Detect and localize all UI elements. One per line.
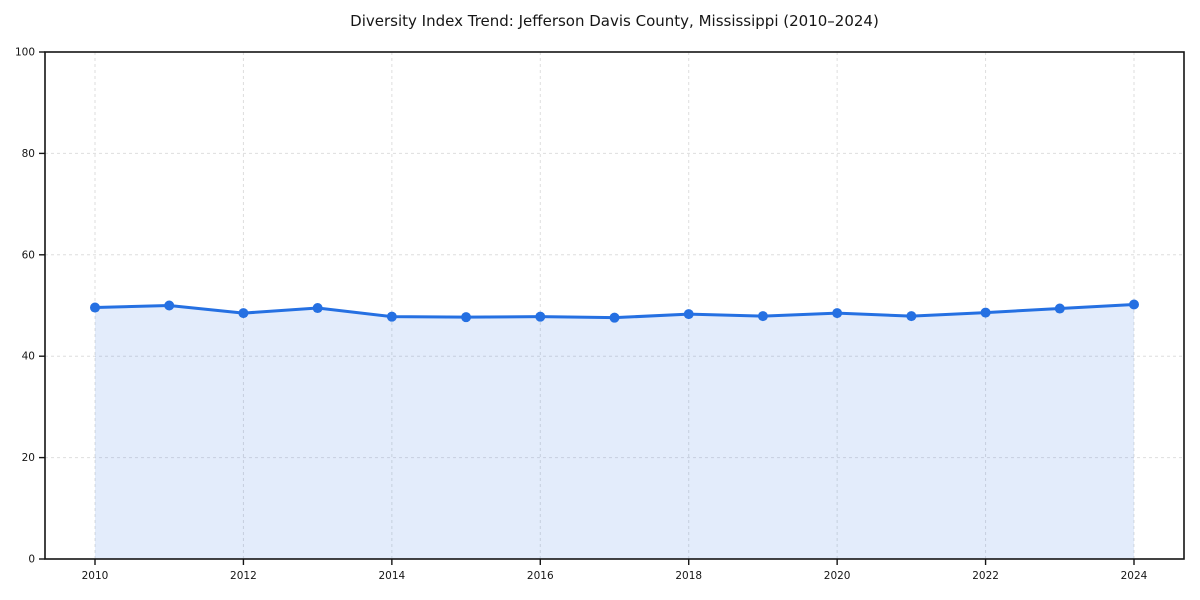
data-point-marker [683, 309, 694, 320]
data-point-marker [238, 308, 249, 319]
x-tick-label: 2018 [675, 570, 702, 582]
data-point-marker [757, 311, 768, 322]
y-tick-label: 60 [22, 249, 35, 261]
x-tick-label: 2010 [82, 570, 109, 582]
data-point-marker [461, 312, 472, 323]
x-tick-label: 2012 [230, 570, 257, 582]
data-point-marker [1129, 299, 1139, 310]
x-tick-label: 2014 [378, 570, 405, 582]
data-point-marker [609, 312, 620, 323]
area-fill [95, 304, 1134, 559]
data-point-marker [312, 303, 323, 314]
y-tick-label: 0 [28, 554, 35, 566]
y-tick-label: 100 [15, 47, 35, 59]
plot-border [44, 51, 1185, 560]
data-point-marker [386, 311, 397, 322]
x-tick-label: 2024 [1121, 570, 1148, 582]
data-point-marker [1054, 303, 1065, 314]
x-tick-label: 2022 [972, 570, 999, 582]
data-point-marker [832, 308, 843, 319]
data-point-marker [906, 311, 917, 322]
chart-title: Diversity Index Trend: Jefferson Davis C… [350, 12, 879, 30]
data-point-marker [980, 307, 991, 318]
x-tick-label: 2016 [527, 570, 554, 582]
y-tick-label: 80 [22, 148, 35, 160]
data-point-marker [535, 311, 546, 322]
x-tick-label: 2020 [824, 570, 851, 582]
data-layer [90, 299, 1139, 559]
axis-layer: 0 20 40 60 80 100 2010 2012 2014 2016 2018 2020 2022… [15, 47, 1148, 583]
data-point-marker [164, 300, 175, 311]
y-tick-label: 40 [22, 351, 35, 363]
data-point-marker [90, 302, 100, 313]
y-tick-label: 20 [22, 452, 35, 464]
